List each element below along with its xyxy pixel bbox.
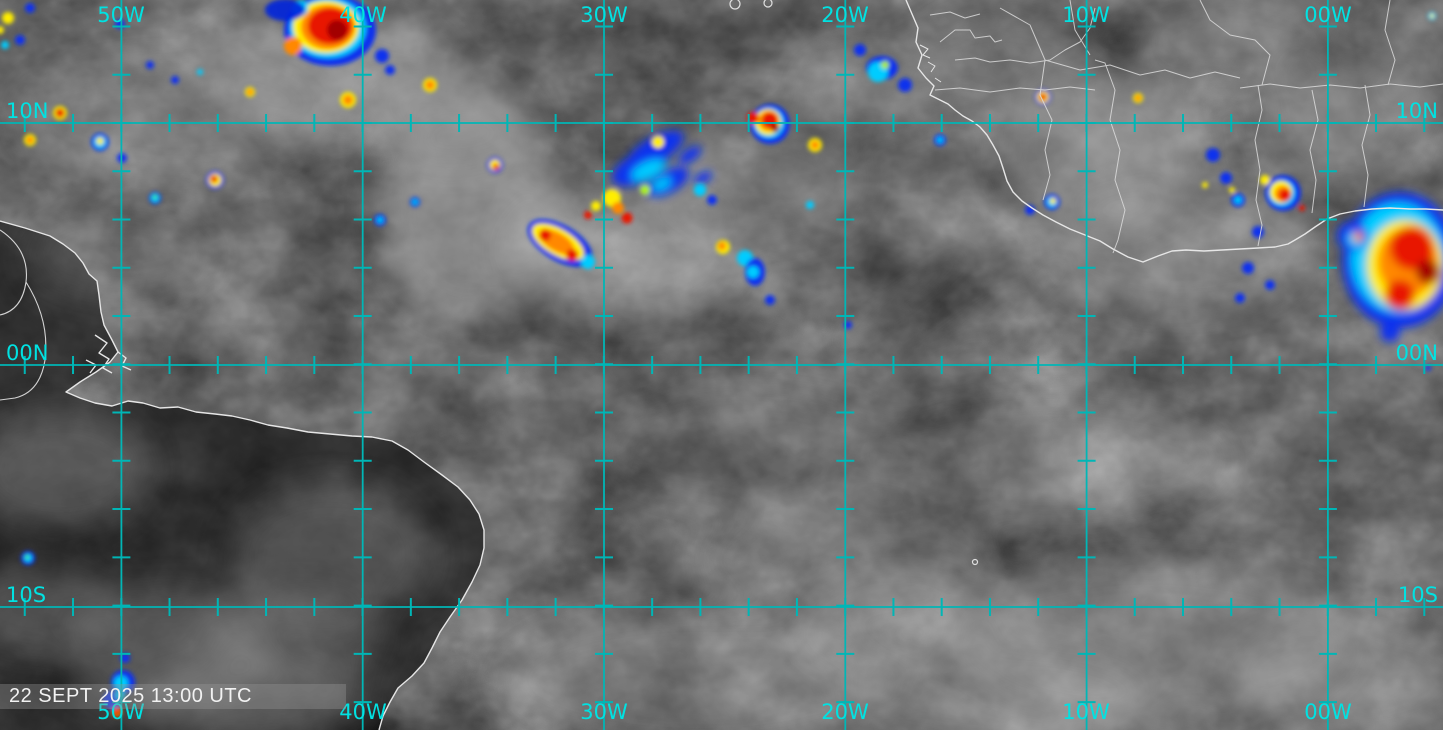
lat-label-right-00n: 00N: [1395, 341, 1438, 365]
lon-label-bottom-40w: 40W: [339, 700, 387, 724]
lat-label-left-10s: 10S: [6, 583, 47, 607]
lat-label-left-00n: 00N: [6, 341, 49, 365]
wispy-streaks: [834, 253, 1067, 371]
lon-label-bottom-50w: 50W: [97, 700, 145, 724]
lon-label-bottom-00w: 00W: [1304, 700, 1352, 724]
lon-label-top-30w: 30W: [580, 3, 628, 27]
lon-label-bottom-30w: 30W: [580, 700, 628, 724]
lat-label-right-10n: 10N: [1395, 99, 1438, 123]
timestamp-band: 22 SEPT 2025 13:00 UTC: [0, 684, 346, 709]
guinea-bissau-islands: [919, 44, 942, 83]
south-america-coastline: [0, 220, 485, 730]
lon-label-top-50w: 50W: [97, 3, 145, 27]
lat-label-right-10s: 10S: [1397, 583, 1438, 607]
lat-label-left-10n: 10N: [6, 99, 49, 123]
lon-label-top-40w: 40W: [339, 3, 387, 27]
lon-label-top-20w: 20W: [821, 3, 869, 27]
timestamp: 22 SEPT 2025 13:00 UTC: [9, 685, 252, 707]
guiana-inland-lines: [0, 229, 47, 401]
lon-label-bottom-20w: 20W: [821, 700, 869, 724]
white-cloud-contours: [729, 0, 979, 566]
country-borders: [929, 0, 1443, 254]
africa-coastline: [905, 0, 1443, 263]
lon-label-top-10w: 10W: [1062, 3, 1110, 27]
lon-label-top-00w: 00W: [1304, 3, 1352, 27]
lon-label-bottom-10w: 10W: [1062, 700, 1110, 724]
